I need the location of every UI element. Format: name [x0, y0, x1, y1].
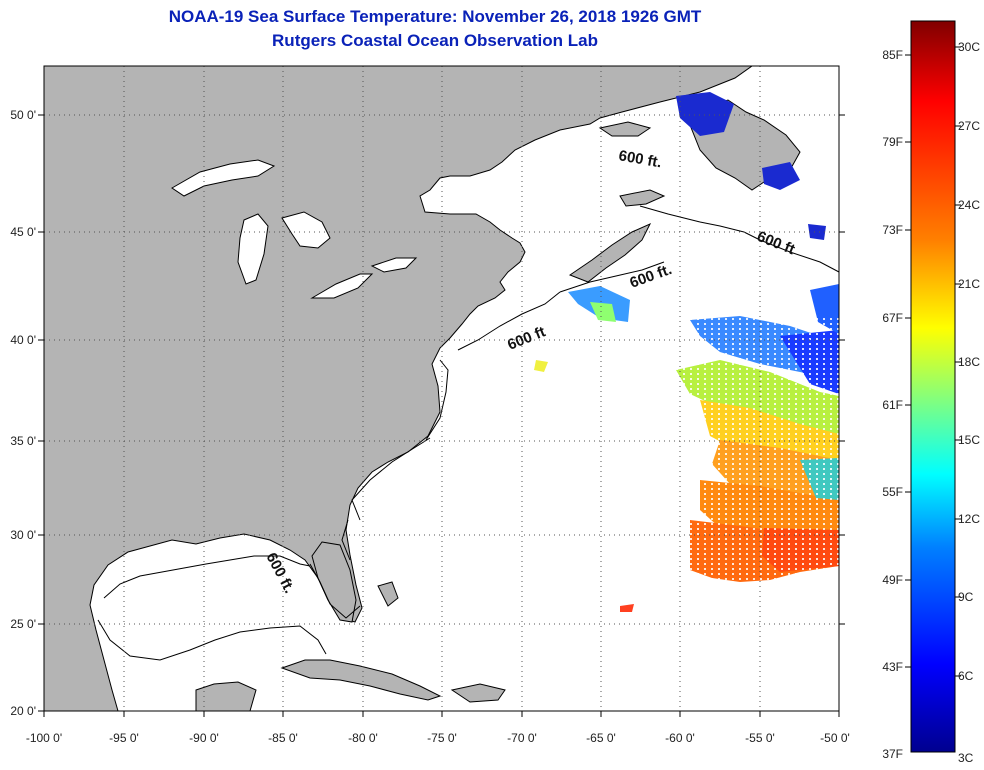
lat-label: 50 0': [10, 108, 36, 122]
lon-label: -90 0': [189, 731, 219, 745]
celsius-label: 9C: [958, 590, 974, 604]
depth-contour-600ft: [97, 205, 839, 661]
axis-ticks: [38, 114, 845, 717]
land-nova-scotia: [568, 222, 652, 283]
celsius-label: 18C: [958, 355, 980, 369]
temperature-colorbar: [910, 20, 956, 753]
celsius-label: 6C: [958, 669, 974, 683]
fahrenheit-label: 61F: [882, 398, 903, 412]
map-title: NOAA-19 Sea Surface Temperature: Novembe…: [168, 7, 702, 26]
celsius-label: 21C: [958, 277, 980, 291]
celsius-label: 24C: [958, 198, 980, 212]
lake-ontario: [370, 257, 418, 273]
longitude-labels: -100 0' -95 0' -90 0' -85 0' -80 0' -75 …: [26, 731, 850, 745]
lon-label: -85 0': [268, 731, 298, 745]
land-hispaniola: [450, 683, 506, 703]
celsius-labels: 30C 27C 24C 21C 18C 15C 12C 9C 6C 3C: [958, 40, 980, 765]
lon-label: -55 0': [745, 731, 775, 745]
lon-label: -70 0': [507, 731, 537, 745]
lat-label: 40 0': [10, 333, 36, 347]
colorbar-ticks: [905, 46, 961, 677]
sst-data-layer: [534, 92, 839, 612]
fahrenheit-label: 73F: [882, 223, 903, 237]
lake-huron: [281, 211, 331, 249]
land-yucatan: [195, 681, 257, 711]
lat-label: 20 0': [10, 704, 36, 718]
celsius-label: 15C: [958, 433, 980, 447]
lake-superior: [171, 159, 276, 197]
land-florida: [311, 541, 357, 623]
fahrenheit-label: 55F: [882, 485, 903, 499]
land-north-america: [44, 66, 753, 711]
celsius-label: 27C: [958, 119, 980, 133]
latitude-labels: 50 0' 45 0' 40 0' 35 0' 30 0' 25 0' 20 0…: [10, 108, 36, 718]
fahrenheit-label: 67F: [882, 311, 903, 325]
lake-michigan: [237, 213, 269, 285]
fahrenheit-label: 37F: [882, 747, 903, 761]
lon-label: -80 0': [348, 731, 378, 745]
lat-label: 30 0': [10, 528, 36, 542]
lon-label: -60 0': [665, 731, 695, 745]
fahrenheit-label: 79F: [882, 135, 903, 149]
lon-label: -95 0': [109, 731, 139, 745]
lake-erie: [310, 273, 374, 299]
fahrenheit-label: 85F: [882, 48, 903, 62]
map-subtitle: Rutgers Coastal Ocean Observation Lab: [272, 31, 598, 50]
celsius-label: 3C: [958, 751, 974, 765]
fahrenheit-label: 49F: [882, 573, 903, 587]
land-cuba: [280, 659, 442, 701]
lat-label: 25 0': [10, 617, 36, 631]
celsius-label: 12C: [958, 512, 980, 526]
land-bahamas: [377, 581, 399, 607]
lon-label: -50 0': [820, 731, 850, 745]
lat-label: 45 0': [10, 225, 36, 239]
celsius-label: 30C: [958, 40, 980, 54]
fahrenheit-label: 43F: [882, 660, 903, 674]
land-pei: [619, 189, 666, 207]
lon-label: -75 0': [427, 731, 457, 745]
land-anticosti: [598, 121, 652, 137]
lat-label: 35 0': [10, 434, 36, 448]
fahrenheit-labels: 85F 79F 73F 67F 61F 55F 49F 43F 37F: [882, 48, 903, 761]
lon-label: -65 0': [586, 731, 616, 745]
lon-label: -100 0': [26, 731, 62, 745]
